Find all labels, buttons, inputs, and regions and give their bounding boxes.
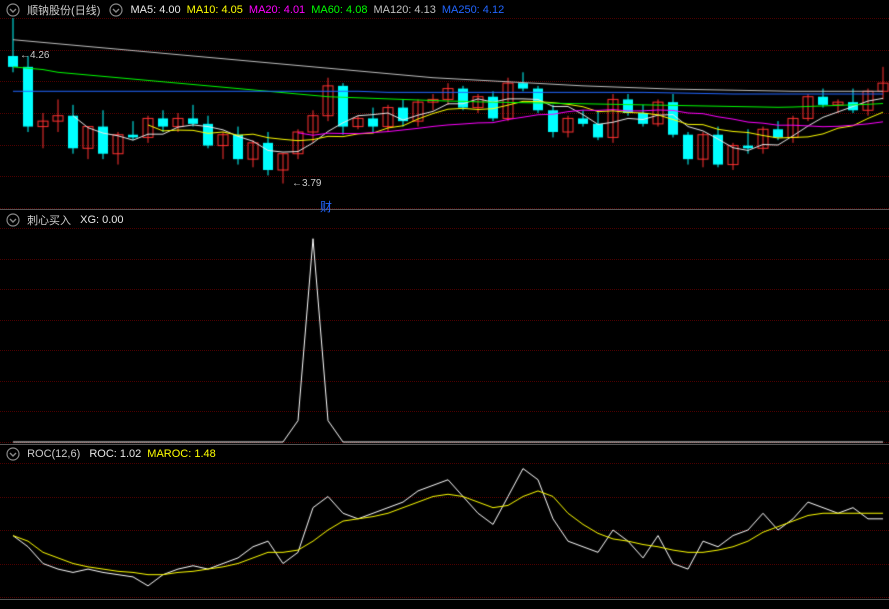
panel-toggle-icon[interactable] — [6, 3, 20, 17]
indicator2-legend-item: MAROC: 1.48 — [147, 448, 215, 460]
ma-legend-item: MA10: 4.05 — [187, 4, 243, 16]
indicator2-panel[interactable]: ROC(12,6) ROC: 1.02 MAROC: 1.48 — [0, 445, 889, 600]
main-chart-canvas[interactable] — [0, 0, 889, 210]
ma-legend-item: MA120: 4.13 — [373, 4, 435, 16]
indicator1-header: 刺心买入 XG: 0.00 — [0, 210, 889, 228]
panel-toggle-icon[interactable] — [6, 213, 20, 227]
ma-legend-item: MA20: 4.01 — [249, 4, 305, 16]
indicator1-canvas[interactable] — [0, 210, 889, 445]
indicator2-legend-item: ROC: 1.02 — [89, 448, 141, 460]
panel-toggle-icon[interactable] — [6, 447, 20, 461]
indicator1-title: 刺心买入 — [27, 212, 71, 228]
indicator2-canvas[interactable] — [0, 445, 889, 600]
panel-toggle-icon[interactable] — [109, 3, 123, 17]
ma-legend-item: MA250: 4.12 — [442, 4, 504, 16]
indicator1-xg-legend: XG: 0.00 — [80, 214, 123, 226]
main-chart-panel[interactable]: 顺钠股份(日线) MA5: 4.00MA10: 4.05MA20: 4.01MA… — [0, 0, 889, 210]
indicator1-panel[interactable]: 刺心买入 XG: 0.00 — [0, 210, 889, 445]
ma-legend-item: MA60: 4.08 — [311, 4, 367, 16]
ma-legend-item: MA5: 4.00 — [131, 4, 181, 16]
indicator2-legend: ROC: 1.02 MAROC: 1.48 — [89, 448, 221, 460]
main-title: 顺钠股份(日线) — [27, 2, 100, 18]
indicator2-title: ROC(12,6) — [27, 448, 80, 460]
ma-legend: MA5: 4.00 MA10: 4.05 MA20: 4.01 MA60: 4.08 M… — [131, 4, 511, 16]
indicator2-header: ROC(12,6) ROC: 1.02 MAROC: 1.48 — [0, 445, 889, 463]
main-panel-header: 顺钠股份(日线) MA5: 4.00MA10: 4.05MA20: 4.01MA… — [0, 0, 889, 18]
